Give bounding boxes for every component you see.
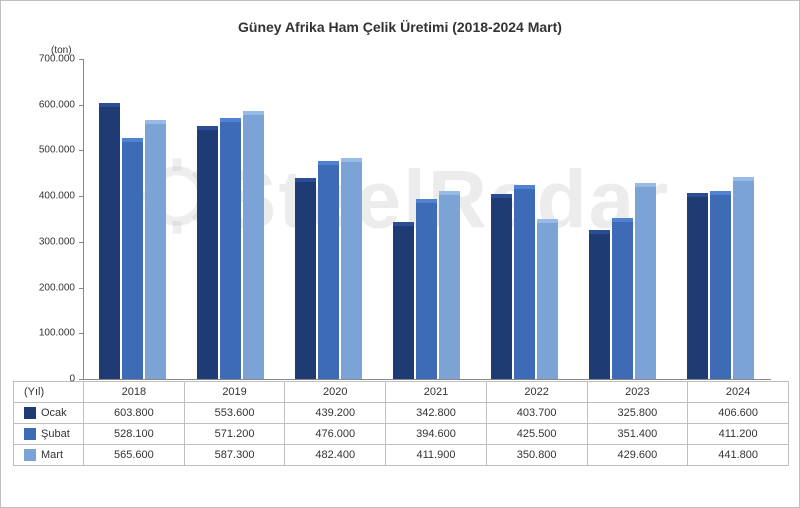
- bar: [341, 158, 362, 379]
- bar: [318, 161, 339, 379]
- series-name: Şubat: [41, 428, 70, 440]
- data-cell: 565.600: [84, 445, 185, 466]
- bar: [220, 118, 241, 379]
- table-row: Ocak 603.800553.600439.200342.800403.7003…: [14, 403, 789, 424]
- table-row: Şubat 528.100571.200476.000394.600425.500…: [14, 424, 789, 445]
- data-cell: 406.600: [688, 403, 789, 424]
- series-name: Mart: [41, 449, 63, 461]
- bar: [243, 111, 264, 379]
- bar: [145, 120, 166, 379]
- y-tick-mark: [79, 196, 83, 197]
- bar: [612, 218, 633, 379]
- y-tick-mark: [79, 242, 83, 243]
- bar: [439, 191, 460, 379]
- data-table-wrapper: (Yıl)2018201920202021202220232024 Ocak 603…: [13, 381, 789, 466]
- data-cell: 553.600: [184, 403, 285, 424]
- data-cell: 587.300: [184, 445, 285, 466]
- y-tick-label: 200.000: [5, 282, 75, 293]
- data-cell: 528.100: [84, 424, 185, 445]
- data-table: (Yıl)2018201920202021202220232024 Ocak 603…: [13, 381, 789, 466]
- table-row: Mart565.600587.300482.400411.900350.8004…: [14, 445, 789, 466]
- bar: [687, 193, 708, 379]
- data-cell: 429.600: [587, 445, 688, 466]
- category-header-cell: 2019: [184, 382, 285, 403]
- table-header-row: (Yıl)2018201920202021202220232024: [14, 382, 789, 403]
- bar: [733, 177, 754, 379]
- y-tick-label: 400.000: [5, 191, 75, 202]
- data-cell: 403.700: [486, 403, 587, 424]
- y-tick-label: 300.000: [5, 236, 75, 247]
- chart-container: Güney Afrika Ham Çelik Üretimi (2018-202…: [0, 0, 800, 508]
- category-header-cell: 2021: [386, 382, 487, 403]
- y-tick-label: 100.000: [5, 328, 75, 339]
- bar: [295, 178, 316, 379]
- bar: [197, 126, 218, 379]
- bar-group: [377, 59, 475, 379]
- bar: [393, 222, 414, 379]
- bar-group: [279, 59, 377, 379]
- y-tick-mark: [79, 333, 83, 334]
- y-tick-label: 500.000: [5, 145, 75, 156]
- bar: [589, 230, 610, 379]
- series-label-cell: Ocak: [14, 403, 84, 424]
- y-tick-label: 0: [5, 374, 75, 385]
- category-header-cell: 2018: [84, 382, 185, 403]
- data-cell: 350.800: [486, 445, 587, 466]
- y-tick-label: 700.000: [5, 54, 75, 65]
- bar-group: [181, 59, 279, 379]
- series-label-cell: Şubat: [14, 424, 84, 445]
- data-cell: 411.900: [386, 445, 487, 466]
- data-cell: 342.800: [386, 403, 487, 424]
- chart-title: Güney Afrika Ham Çelik Üretimi (2018-202…: [1, 19, 799, 35]
- y-tick-mark: [79, 150, 83, 151]
- bar: [416, 199, 437, 379]
- bar-group: [671, 59, 769, 379]
- bar: [122, 138, 143, 379]
- data-cell: 439.200: [285, 403, 386, 424]
- bar: [99, 103, 120, 379]
- legend-swatch-icon: [24, 428, 36, 440]
- legend-swatch-icon: [24, 407, 36, 419]
- y-tick-mark: [79, 379, 83, 380]
- data-cell: 571.200: [184, 424, 285, 445]
- series-name: Ocak: [41, 407, 67, 419]
- data-cell: 351.400: [587, 424, 688, 445]
- legend-swatch-icon: [24, 449, 36, 461]
- data-cell: 603.800: [84, 403, 185, 424]
- data-cell: 425.500: [486, 424, 587, 445]
- year-header-cell: (Yıl): [14, 382, 84, 403]
- bar: [710, 191, 731, 379]
- data-cell: 476.000: [285, 424, 386, 445]
- category-header-cell: 2022: [486, 382, 587, 403]
- data-cell: 325.800: [587, 403, 688, 424]
- data-cell: 441.800: [688, 445, 789, 466]
- y-tick-label: 600.000: [5, 99, 75, 110]
- category-header-cell: 2024: [688, 382, 789, 403]
- category-header-cell: 2023: [587, 382, 688, 403]
- bar-group: [83, 59, 181, 379]
- bar: [537, 219, 558, 379]
- bar: [635, 183, 656, 379]
- plot-area: [83, 59, 771, 380]
- category-header-cell: 2020: [285, 382, 386, 403]
- bar: [491, 194, 512, 379]
- data-cell: 411.200: [688, 424, 789, 445]
- y-tick-mark: [79, 105, 83, 106]
- bar-group: [573, 59, 671, 379]
- bar-group: [475, 59, 573, 379]
- series-label-cell: Mart: [14, 445, 84, 466]
- y-tick-mark: [79, 59, 83, 60]
- bar: [514, 185, 535, 380]
- y-tick-mark: [79, 288, 83, 289]
- data-cell: 482.400: [285, 445, 386, 466]
- data-cell: 394.600: [386, 424, 487, 445]
